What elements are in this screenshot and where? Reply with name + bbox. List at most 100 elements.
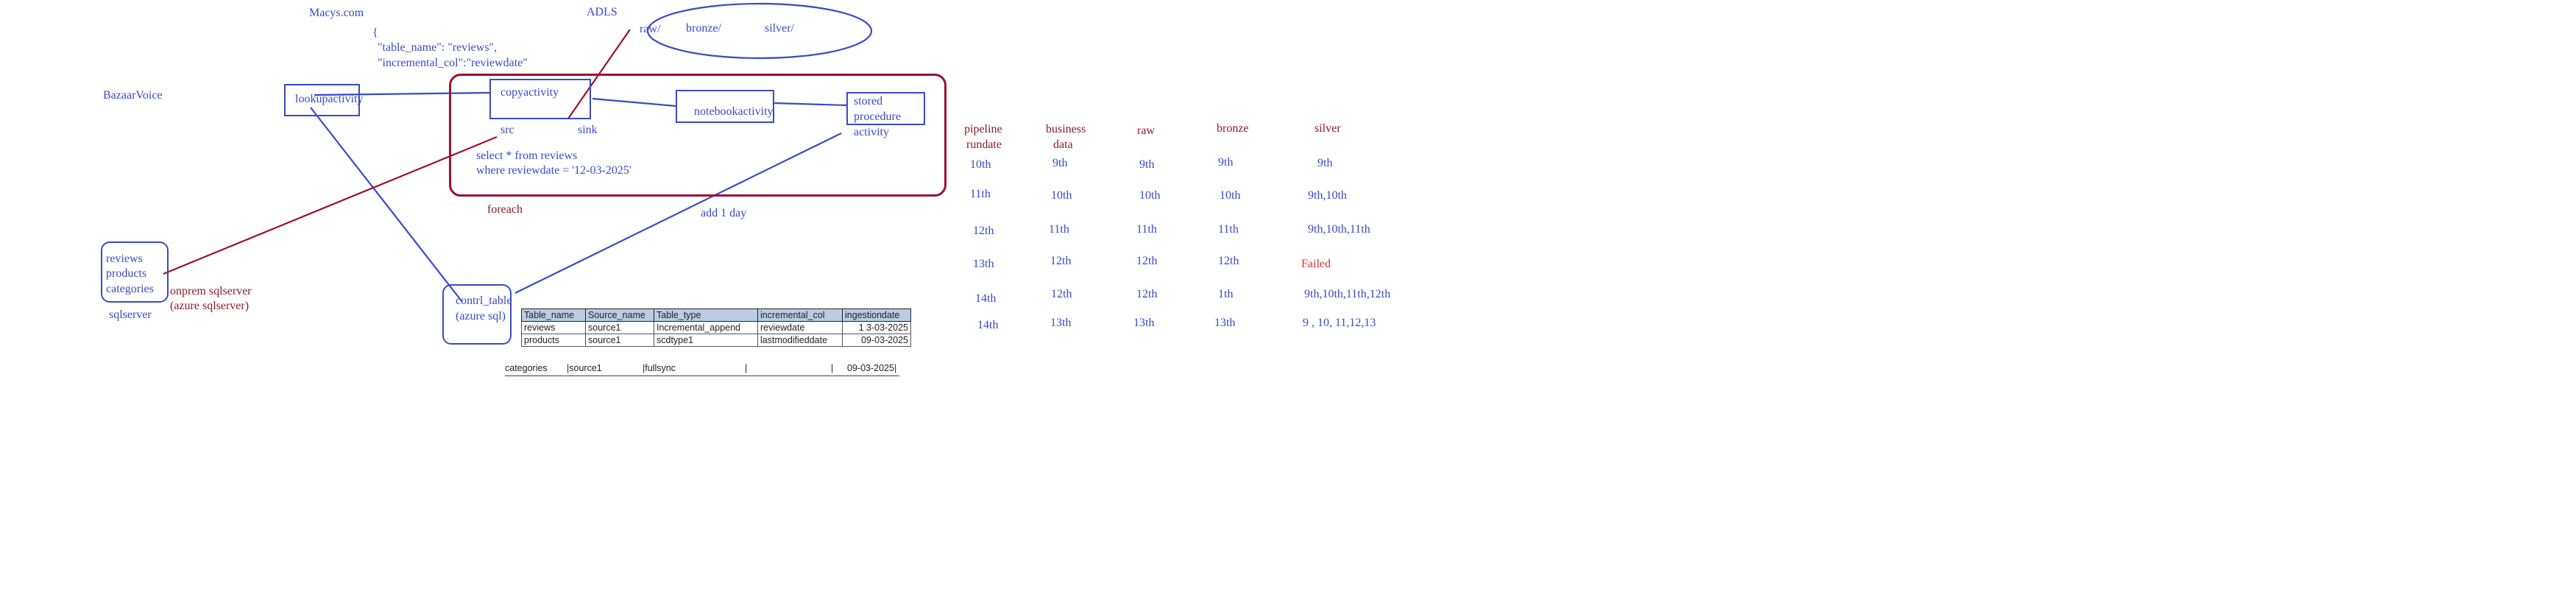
adls-ellipse (646, 2, 873, 60)
json-line-incremental-col: "incremental_col":"reviewdate" (378, 57, 528, 69)
notebook-activity-box[interactable] (676, 90, 774, 123)
cell: |fullsync (643, 363, 676, 373)
cell: reviews (521, 321, 586, 334)
stored-procedure-to-control-table-line (514, 133, 842, 294)
src-label: src (500, 124, 514, 136)
run-row-5-raw: 12th (1136, 288, 1158, 300)
cell: lastmodifieddate (757, 334, 843, 347)
run-row-4-raw: 12th (1136, 255, 1158, 267)
run-row-5-pipeline: 14th (975, 292, 997, 305)
cell: categories (505, 363, 548, 373)
adls-silver-folder: silver/ (765, 22, 794, 35)
adls-bronze-folder: bronze/ (686, 22, 721, 35)
header-incremental-col: incremental_col (757, 308, 843, 322)
categories-row: categories |source1 |fullsync | | 09-03-… (505, 363, 902, 378)
run-row-3-silver: 9th,10th,11th (1308, 223, 1370, 236)
copy-to-notebook-line (592, 97, 676, 107)
onprem-sqlserver-label: onprem sqlserver (170, 285, 252, 297)
run-row-5-business: 12th (1051, 288, 1072, 300)
run-row-5-bronze: 1th (1218, 288, 1234, 300)
run-row-6-pipeline: 14th (977, 319, 999, 331)
sqlserver-box[interactable] (101, 241, 169, 303)
cell: source1 (585, 321, 654, 334)
cell: 09-03-2025| (847, 363, 897, 373)
json-brace: { (372, 27, 378, 39)
header-bronze: bronze (1217, 122, 1249, 135)
add-one-day-label: add 1 day (701, 207, 747, 219)
control-table-header-row: Table_name Source_name Table_type increm… (521, 308, 911, 322)
cell: Incremental_append (654, 321, 758, 334)
stored-procedure-label-2: procedure (854, 110, 901, 123)
run-row-1-business: 9th (1052, 157, 1068, 169)
lookup-to-copy-line (314, 91, 490, 96)
cell: products (521, 334, 586, 347)
stored-procedure-box[interactable] (846, 92, 925, 125)
header-table-type: Table_type (654, 308, 758, 322)
foreach-container (449, 74, 946, 197)
sqlserver-table-categories: categories (106, 283, 154, 295)
cell: reviewdate (757, 321, 843, 334)
cell: scdtype1 (654, 334, 758, 347)
foreach-label: foreach (487, 203, 523, 216)
run-row-6-raw: 13th (1133, 317, 1155, 329)
query-line-2: where reviewdate = '12-03-2025' (476, 164, 631, 177)
run-row-4-business: 12th (1050, 255, 1072, 267)
bazaarvoice-label: BazaarVoice (103, 89, 163, 102)
notebook-to-stored-procedure-line (774, 102, 847, 107)
copy-activity-label: copyactivity (500, 86, 559, 99)
run-row-6-business: 13th (1050, 317, 1072, 329)
stored-procedure-label-1: stored (854, 95, 883, 107)
lookup-activity-label: lookupactivity (295, 93, 364, 105)
cell: 09-03-2025 (842, 334, 911, 347)
run-row-3-raw: 11th (1136, 223, 1157, 236)
header-data: data (1053, 138, 1073, 151)
header-source-name: Source_name (585, 308, 654, 322)
copy-activity-box[interactable] (489, 79, 591, 119)
adls-label: ADLS (587, 6, 618, 18)
cell: | (745, 363, 748, 373)
header-business: business (1046, 123, 1086, 135)
cell: |source1 (567, 363, 602, 373)
macys-label: Macys.com (309, 7, 364, 19)
sink-label: sink (578, 124, 598, 136)
header-ingestion-date: ingestiondate (842, 308, 911, 322)
categories-row-underline (505, 375, 899, 376)
header-rundate: rundate (966, 138, 1002, 151)
stored-procedure-label-3: activity (854, 126, 889, 138)
run-row-2-business: 10th (1051, 189, 1072, 202)
cell: | (831, 363, 834, 373)
run-row-6-silver: 9 , 10, 11,12,13 (1303, 317, 1376, 329)
run-row-1-pipeline: 10th (970, 158, 991, 171)
control-table-box[interactable] (442, 284, 512, 345)
sqlserver-table-reviews: reviews (106, 253, 143, 265)
lookup-activity-box[interactable] (284, 84, 360, 116)
run-row-3-pipeline: 12th (973, 225, 994, 237)
run-row-6-bronze: 13th (1214, 317, 1236, 329)
run-row-5-silver: 9th,10th,11th,12th (1304, 288, 1391, 300)
run-row-2-bronze: 10th (1220, 189, 1241, 202)
sqlserver-label: sqlserver (109, 308, 152, 321)
cell: 1 3-03-2025 (842, 321, 911, 334)
notebook-activity-label: notebookactivity (694, 105, 774, 118)
json-line-table-name: "table_name": "reviews", (378, 41, 498, 54)
run-row-2-pipeline: 11th (970, 188, 991, 200)
control-table-grid: Table_name Source_name Table_type increm… (521, 308, 911, 347)
header-pipeline: pipeline (964, 123, 1002, 135)
header-table-name: Table_name (521, 308, 586, 322)
run-row-2-raw: 10th (1139, 189, 1161, 202)
run-row-1-raw: 9th (1139, 158, 1155, 171)
run-row-3-business: 11th (1049, 223, 1069, 236)
sqlserver-table-products: products (106, 267, 147, 280)
lookup-to-control-table-line (310, 107, 463, 303)
table-row: reviews source1 Incremental_append revie… (521, 321, 911, 334)
run-row-4-pipeline: 13th (973, 258, 994, 270)
azure-sqlserver-label: (azure sqlserver) (170, 300, 250, 312)
run-row-1-silver: 9th (1317, 157, 1333, 169)
run-row-3-bronze: 11th (1218, 223, 1239, 236)
header-raw: raw (1137, 124, 1155, 137)
adls-raw-folder: raw/ (640, 23, 661, 35)
control-table-label-2: (azure sql) (456, 310, 506, 322)
control-table-label-1: contrl_table (456, 294, 512, 307)
